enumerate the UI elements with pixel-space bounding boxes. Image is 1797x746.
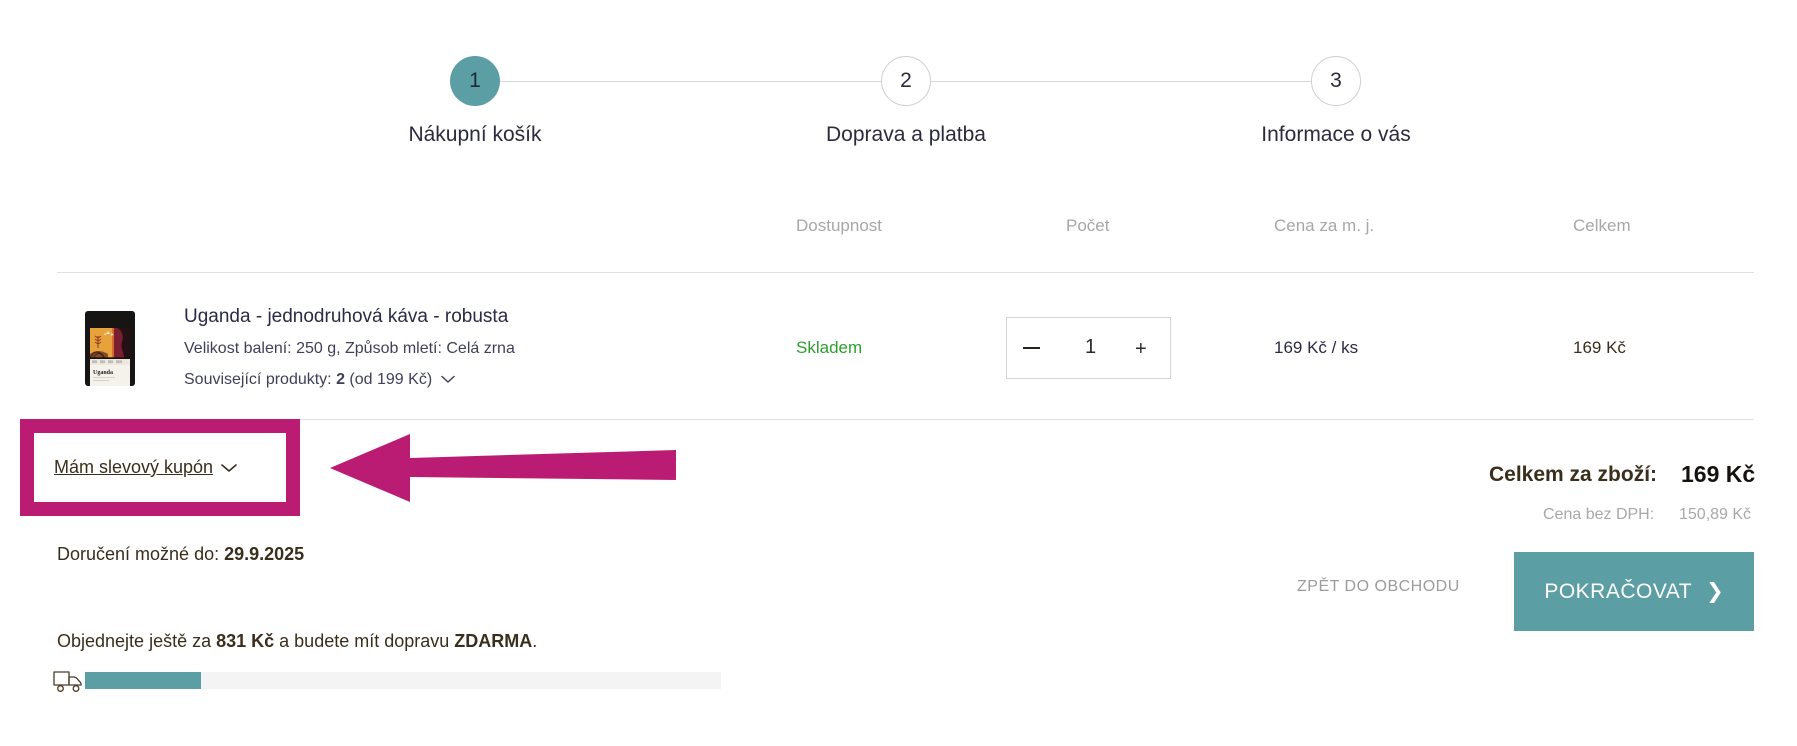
svg-text:Uganda: Uganda — [93, 370, 113, 376]
